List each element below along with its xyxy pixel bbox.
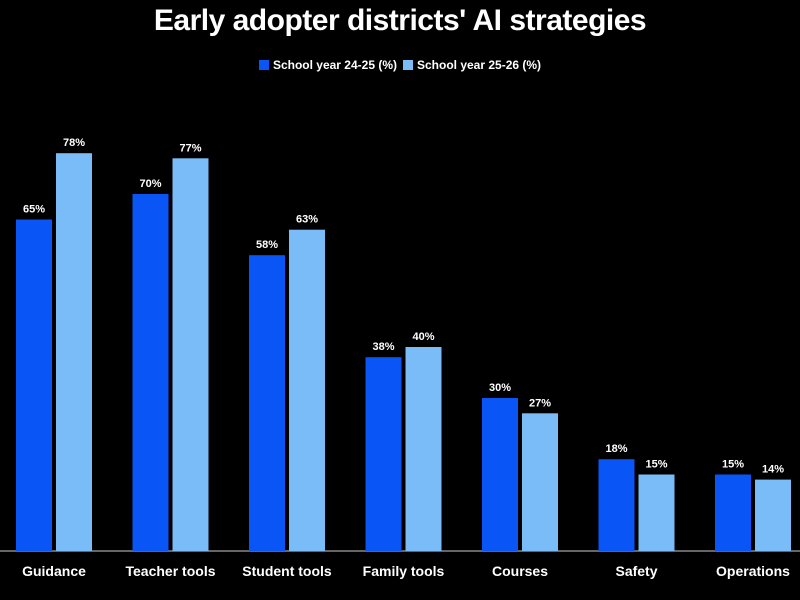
bar-series-2-family-tools xyxy=(405,347,442,551)
data-label-series-2-teacher-tools: 77% xyxy=(179,142,201,154)
legend-item-series-1: School year 24-25 (%) xyxy=(258,58,397,72)
data-label-series-2-operations: 14% xyxy=(762,464,784,476)
data-label-series-1-safety: 18% xyxy=(605,443,627,455)
data-label-series-2-family-tools: 40% xyxy=(412,331,434,343)
legend-item-series-2: School year 25-26 (%) xyxy=(403,58,541,72)
bar-series-2-teacher-tools xyxy=(172,158,209,552)
data-label-series-1-operations: 15% xyxy=(722,459,744,471)
legend: School year 24-25 (%) School year 25-26 … xyxy=(0,58,800,72)
data-label-series-1-teacher-tools: 70% xyxy=(139,178,161,190)
x-tick-label-operations: Operations xyxy=(716,563,790,579)
x-tick-label-safety: Safety xyxy=(615,563,657,579)
bar-series-1-student-tools xyxy=(249,255,285,551)
bar-series-2-student-tools xyxy=(289,229,325,551)
x-tick-label-courses: Courses xyxy=(492,563,548,579)
chart-title: Early adopter districts' AI strategies xyxy=(153,4,647,37)
bar-series-2-safety xyxy=(638,474,675,551)
bar-series-1-operations xyxy=(715,474,751,551)
bar-series-1-guidance xyxy=(16,219,52,551)
data-label-series-2-safety: 15% xyxy=(645,459,667,471)
legend-label-series-1: School year 24-25 (%) xyxy=(272,58,397,72)
data-label-series-1-family-tools: 38% xyxy=(372,341,394,353)
data-label-series-1-guidance: 65% xyxy=(23,204,45,216)
bar-series-2-courses xyxy=(522,413,558,551)
legend-label-series-2: School year 25-26 (%) xyxy=(417,58,542,72)
bar-series-1-family-tools xyxy=(365,357,402,551)
legend-swatch-series-2 xyxy=(403,60,413,70)
data-label-series-2-courses: 27% xyxy=(529,397,551,409)
bar-series-1-courses xyxy=(482,398,518,551)
x-tick-label-student-tools: Student tools xyxy=(242,563,332,579)
bar-series-1-safety xyxy=(598,459,635,551)
x-tick-label-family-tools: Family tools xyxy=(363,563,445,579)
data-label-series-1-student-tools: 58% xyxy=(256,239,278,251)
bar-series-2-operations xyxy=(755,479,791,551)
x-tick-label-teacher-tools: Teacher tools xyxy=(126,563,216,579)
data-label-series-2-student-tools: 63% xyxy=(296,214,318,226)
data-label-series-2-guidance: 78% xyxy=(63,137,85,149)
data-label-series-1-courses: 30% xyxy=(489,382,511,394)
bar-series-2-guidance xyxy=(56,153,92,551)
bar-series-1-teacher-tools xyxy=(132,194,169,551)
x-tick-label-guidance: Guidance xyxy=(22,563,86,579)
legend-swatch-series-1 xyxy=(258,60,269,70)
